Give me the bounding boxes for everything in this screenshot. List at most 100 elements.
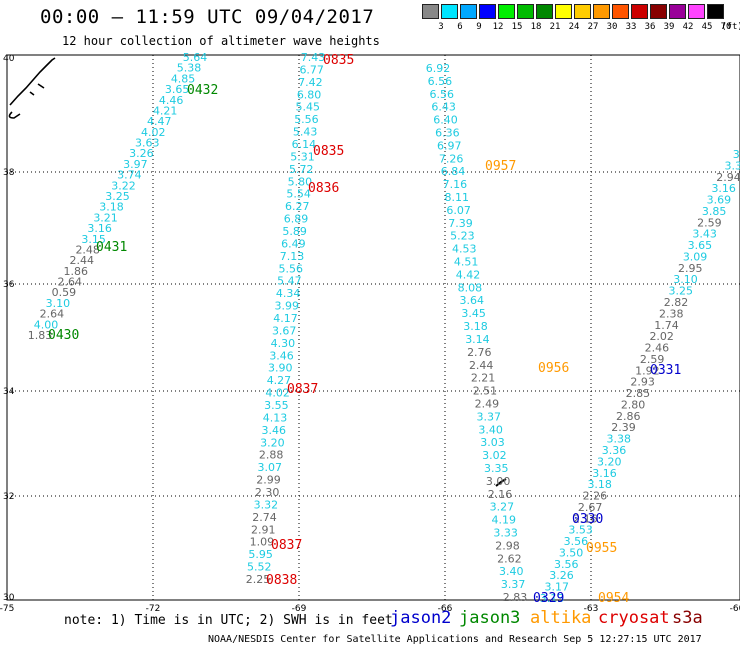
track-cryosat-a: 7.436.777.426.805.455.565.436.145.315.72… bbox=[246, 51, 355, 588]
wave-height-value: 3.33 bbox=[493, 526, 518, 539]
satellite-jason2: jason2 bbox=[390, 608, 452, 628]
wave-height-value: 4.85 bbox=[171, 72, 196, 85]
wave-height-value: 3.10 bbox=[46, 297, 71, 310]
wave-height-value: 2.80 bbox=[621, 398, 646, 411]
pass-time-label: 0957 bbox=[485, 159, 516, 174]
wave-height-value: 4.02 bbox=[265, 387, 290, 400]
wave-height-value: 4.21 bbox=[153, 104, 178, 117]
latitude-label: 32 bbox=[3, 492, 14, 502]
wave-height-value: 3.55 bbox=[264, 399, 289, 412]
wave-height-value: 2.51 bbox=[473, 385, 498, 398]
wave-height-value: 4.27 bbox=[267, 374, 292, 387]
wave-height-value: 6.89 bbox=[284, 213, 309, 226]
axis-labels: -75 -72 -69 -66 -63 -60 40 38 36 34 32 30 bbox=[0, 54, 740, 614]
scale-swatch bbox=[479, 4, 496, 19]
wave-height-value: 2.83 bbox=[503, 591, 528, 604]
wave-height-value: 4.47 bbox=[147, 115, 172, 128]
wave-height-value: 8.11 bbox=[445, 191, 470, 204]
wave-height-value: 4.42 bbox=[456, 268, 481, 281]
wave-height-value: 3.50 bbox=[559, 546, 584, 559]
wave-height-value: 2.74 bbox=[252, 511, 277, 524]
wave-height-value: 2.99 bbox=[256, 474, 281, 487]
wave-height-value: 3.53 bbox=[568, 524, 593, 537]
pass-time-label: 0331 bbox=[650, 363, 681, 378]
wave-height-value: 6.84 bbox=[441, 165, 466, 178]
wave-height-value: 6.97 bbox=[437, 139, 462, 152]
wave-height-value: 3.65 bbox=[165, 83, 190, 96]
wave-height-value: 2.39 bbox=[611, 421, 636, 434]
wave-height-value: 3.09 bbox=[683, 250, 708, 263]
wave-height-value: 3.45 bbox=[461, 307, 486, 320]
wave-height-value: 6.92 bbox=[426, 62, 451, 75]
map-title: 00:00 – 11:59 UTC 09/04/2017 bbox=[40, 6, 375, 28]
wave-height-value: 3.85 bbox=[702, 205, 727, 218]
wave-height-value: 3.00 bbox=[486, 475, 511, 488]
wave-height-value: 6.36 bbox=[435, 127, 460, 140]
footer-credit: NOAA/NESDIS Center for Satellite Applica… bbox=[208, 634, 702, 645]
wave-height-value: 2.91 bbox=[251, 523, 276, 536]
wave-height-value: 5.38 bbox=[177, 62, 202, 75]
map-subtitle: 12 hour collection of altimeter wave hei… bbox=[62, 34, 380, 48]
track-jason3-a: 5.645.384.853.654.464.214.474.023.633.26… bbox=[28, 51, 219, 343]
wave-height-value: 7.39 bbox=[448, 217, 473, 230]
wave-height-value: 2.67 bbox=[578, 501, 603, 514]
scale-label: 30 bbox=[606, 22, 618, 32]
wave-height-value: 2.94 bbox=[716, 171, 740, 184]
wave-height-value: 3.18 bbox=[587, 478, 612, 491]
scale-swatch bbox=[574, 4, 591, 19]
wave-height-value: 5.80 bbox=[288, 175, 313, 188]
wave-height-value: 3.37 bbox=[476, 410, 501, 423]
wave-height-value: 3.99 bbox=[275, 300, 300, 313]
wave-height-value: 2.64 bbox=[40, 308, 65, 321]
wave-height-value: 5.64 bbox=[183, 51, 208, 64]
wave-height-value: 3.37 bbox=[501, 578, 526, 591]
wave-height-value: 3.20 bbox=[260, 436, 285, 449]
wave-height-value: 3.25 bbox=[105, 190, 130, 203]
scale-swatch bbox=[650, 4, 667, 19]
wave-height-value: 3.97 bbox=[123, 158, 148, 171]
scale-label: 70 bbox=[720, 22, 732, 32]
wave-height-value: 5.89 bbox=[282, 225, 307, 238]
wave-height-value: 3.20 bbox=[597, 455, 622, 468]
scale-swatch bbox=[536, 4, 553, 19]
wave-height-value: 2.21 bbox=[471, 372, 496, 385]
wave-height-value: 3.03 bbox=[480, 436, 505, 449]
scale-swatch bbox=[612, 4, 629, 19]
pass-time-label: 0838 bbox=[266, 573, 297, 588]
scale-swatch bbox=[498, 4, 515, 19]
scale-unit-label: (ft) bbox=[721, 22, 740, 32]
pass-time-label: 0956 bbox=[538, 361, 569, 376]
wave-height-value: 2.30 bbox=[255, 486, 280, 499]
wave-height-value: 3.74 bbox=[117, 169, 142, 182]
wave-height-value: 2.76 bbox=[467, 346, 492, 359]
wave-height-value: 3.32 bbox=[254, 498, 279, 511]
wave-height-value: 3.56 bbox=[554, 558, 579, 571]
longitude-label: -60 bbox=[730, 604, 740, 614]
island bbox=[495, 478, 507, 487]
wave-height-value: 2.82 bbox=[664, 296, 689, 309]
scale-swatch bbox=[669, 4, 686, 19]
wave-height-value: 3.18 bbox=[463, 320, 488, 333]
satellite-altika: altika bbox=[530, 608, 592, 628]
wave-height-value: 4.13 bbox=[263, 411, 288, 424]
wave-height-value: 4.34 bbox=[276, 287, 301, 300]
wave-height-value: 3.26 bbox=[549, 569, 574, 582]
wave-height-value: 3. bbox=[733, 148, 740, 161]
wave-height-value: 7.43 bbox=[301, 51, 326, 64]
wave-height-value: 4.51 bbox=[454, 256, 479, 269]
wave-height-value: 3.56 bbox=[564, 535, 589, 548]
pass-time-label: 0330 bbox=[572, 512, 603, 527]
latitude-label: 36 bbox=[3, 280, 15, 290]
wave-height-value: 2.48 bbox=[75, 243, 100, 256]
wave-height-value: 7.13 bbox=[280, 250, 305, 263]
scale-label: 33 bbox=[625, 22, 637, 32]
wave-height-value: 3.02 bbox=[482, 449, 507, 462]
map-frame bbox=[6, 54, 740, 601]
wave-height-value: 4.19 bbox=[491, 514, 516, 527]
wave-height-value: 3.16 bbox=[87, 222, 112, 235]
wave-height-value: 3.07 bbox=[258, 461, 283, 474]
wave-height-value: 0.59 bbox=[52, 286, 77, 299]
wave-height-value: 4.30 bbox=[271, 337, 296, 350]
wave-height-value: 3.17 bbox=[545, 581, 570, 594]
